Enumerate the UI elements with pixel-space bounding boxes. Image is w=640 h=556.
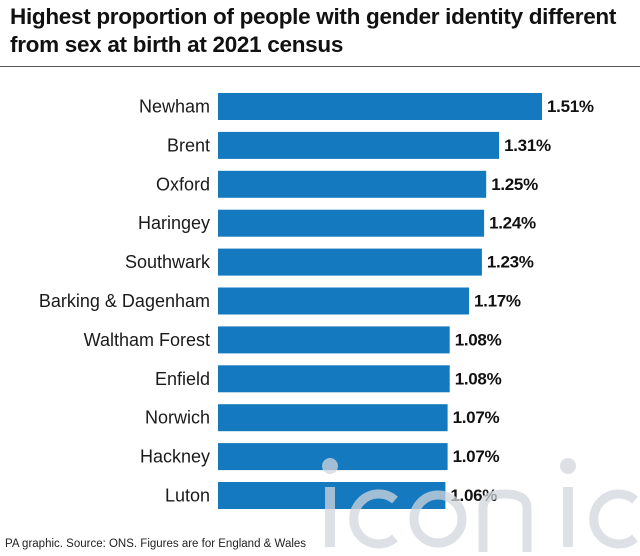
value-label-barking-and-dagenham: 1.17% [474,292,521,311]
category-label-brent: Brent [167,135,210,155]
value-label-oxford: 1.25% [491,175,538,194]
category-label-southwark: Southwark [125,252,211,272]
bar-southwark [218,248,482,276]
bar-brent [218,131,500,159]
bar-barking-and-dagenham [218,287,469,315]
title-divider [0,66,640,67]
iconic-watermark-logo [322,458,638,552]
value-label-hackney: 1.07% [453,447,500,466]
chart-title: Highest proportion of people with gender… [10,4,617,57]
value-label-enfield: 1.08% [455,369,502,388]
value-label-norwich: 1.07% [453,408,500,427]
bar-haringey [218,209,485,237]
value-label-newham: 1.51% [547,97,594,116]
value-label-haringey: 1.24% [489,214,536,233]
category-label-hackney: Hackney [140,447,210,467]
category-label-oxford: Oxford [156,174,210,194]
category-label-newham: Newham [139,97,210,117]
category-label-waltham-forest: Waltham Forest [84,330,210,350]
bar-oxford [218,170,487,198]
category-label-norwich: Norwich [145,408,210,428]
category-label-haringey: Haringey [138,213,210,233]
value-label-brent: 1.31% [504,136,551,155]
category-label-enfield: Enfield [155,369,210,389]
bar-norwich [218,404,448,432]
value-label-southwark: 1.23% [487,253,534,272]
category-label-barking-and-dagenham: Barking & Dagenham [39,291,210,311]
source-footer: PA graphic. Source: ONS. Figures are for… [5,538,307,550]
bar-enfield [218,365,450,393]
category-label-luton: Luton [165,486,210,506]
bar-newham [218,93,542,120]
value-label-waltham-forest: 1.08% [455,330,502,349]
bar-waltham-forest [218,326,450,354]
